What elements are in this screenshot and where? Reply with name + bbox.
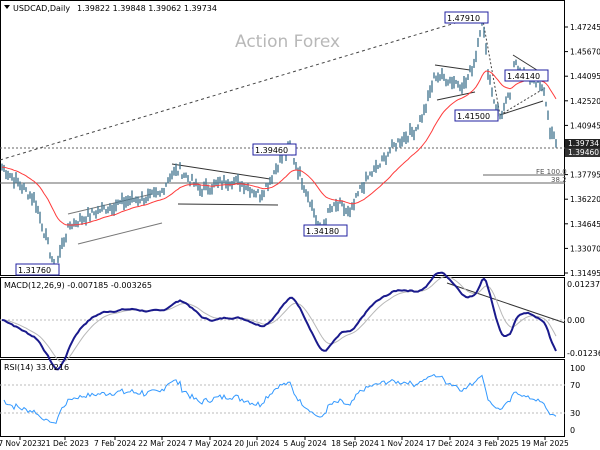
price-tick-label: 1.31495	[570, 269, 600, 278]
price-tick-label: 1.47245	[570, 23, 600, 32]
time-tick-label: 3 Feb 2025	[477, 439, 519, 448]
flag-upper	[434, 64, 471, 71]
macd-tick: 0.012375	[567, 280, 600, 289]
rsi-line	[3, 373, 557, 425]
level-price-box	[565, 148, 600, 157]
price-tick-label: 1.44095	[570, 72, 600, 81]
channel-lower	[77, 222, 163, 245]
svg-text:FE 100.0: FE 100.0	[536, 168, 567, 176]
svg-text:1.41500: 1.41500	[457, 112, 490, 121]
macd-signal-line	[2, 275, 557, 363]
dropdown-triangle-icon[interactable]	[4, 5, 10, 9]
ohlc-readout: 1.39822 1.39848 1.39062 1.39734	[77, 4, 217, 13]
time-tick-label: 1 Nov 2024	[380, 439, 423, 448]
rsi-tick: 100	[570, 364, 585, 373]
triangle-upper	[171, 163, 271, 180]
wedge-lower	[499, 100, 544, 116]
time-tick-label: 5 Aug 2024	[283, 439, 326, 448]
watermark: Action Forex	[235, 32, 340, 52]
current-price: 1.39734	[568, 139, 599, 148]
macd-panel-frame	[0, 277, 565, 358]
price-tick-label: 1.45670	[570, 48, 600, 57]
triangle-lower	[177, 203, 279, 206]
rsi-tick: 0	[570, 426, 575, 435]
price-bars	[1, 14, 557, 272]
time-tick-label: 7 Feb 2024	[94, 439, 136, 448]
moving-average-line	[1, 70, 557, 226]
price-annotations: 1.47910 1.44140 1.41500 1.39460 1.34180 …	[15, 11, 567, 276]
symbol-label: USDCAD,Daily	[13, 4, 70, 13]
svg-text:1.39460: 1.39460	[255, 146, 288, 155]
macd-tick: 0.00	[567, 316, 585, 325]
fib-leg-2	[499, 87, 546, 116]
price-tick-label: 1.34645	[570, 220, 600, 229]
time-axis: 7 Nov 2023 21 Dec 2023 7 Feb 2024 22 Mar 20…	[0, 437, 569, 448]
svg-text:38.2: 38.2	[551, 176, 567, 184]
time-tick-label: 17 Dec 2024	[426, 439, 474, 448]
time-tick-label: 20 Jun 2024	[234, 439, 279, 448]
main-panel-frame	[0, 0, 565, 276]
time-tick-label: 21 Dec 2023	[41, 439, 89, 448]
price-tick-label: 1.37795	[570, 171, 600, 180]
svg-text:1.31760: 1.31760	[18, 266, 51, 275]
time-tick-label: 7 May 2024	[188, 439, 232, 448]
svg-text:1.44140: 1.44140	[507, 72, 540, 81]
macd-trendline	[446, 282, 566, 324]
price-tick-label: 1.40945	[570, 121, 600, 130]
rsi-tick: 70	[570, 381, 580, 390]
macd-line	[1, 271, 557, 371]
macd-title: MACD(12,26,9) -0.007185 -0.003265	[4, 281, 152, 290]
rsi-panel-frame	[0, 359, 565, 437]
current-price-box	[565, 139, 600, 148]
price-tick-label: 1.42520	[570, 97, 600, 106]
level-price: 1.39460	[568, 148, 599, 157]
price-tick-label: 1.33070	[570, 244, 600, 253]
price-axis: 1.47245 1.45670 1.44095 1.42520 1.40945 1.377…	[565, 23, 600, 278]
svg-text:1.34180: 1.34180	[306, 227, 339, 236]
svg-text:1.47910: 1.47910	[447, 14, 480, 23]
fib-leg-1	[481, 14, 501, 116]
rsi-title: RSI(14) 33.0216	[4, 363, 69, 372]
price-tick-label: 1.36220	[570, 195, 600, 204]
time-tick-label: 19 Mar 2025	[521, 439, 569, 448]
time-tick-label: 18 Sep 2024	[331, 439, 379, 448]
time-tick-label: 7 Nov 2023	[0, 439, 42, 448]
rsi-tick: 30	[570, 409, 580, 418]
time-tick-label: 22 Mar 2024	[138, 439, 186, 448]
macd-tick: -0.012367	[567, 349, 600, 358]
